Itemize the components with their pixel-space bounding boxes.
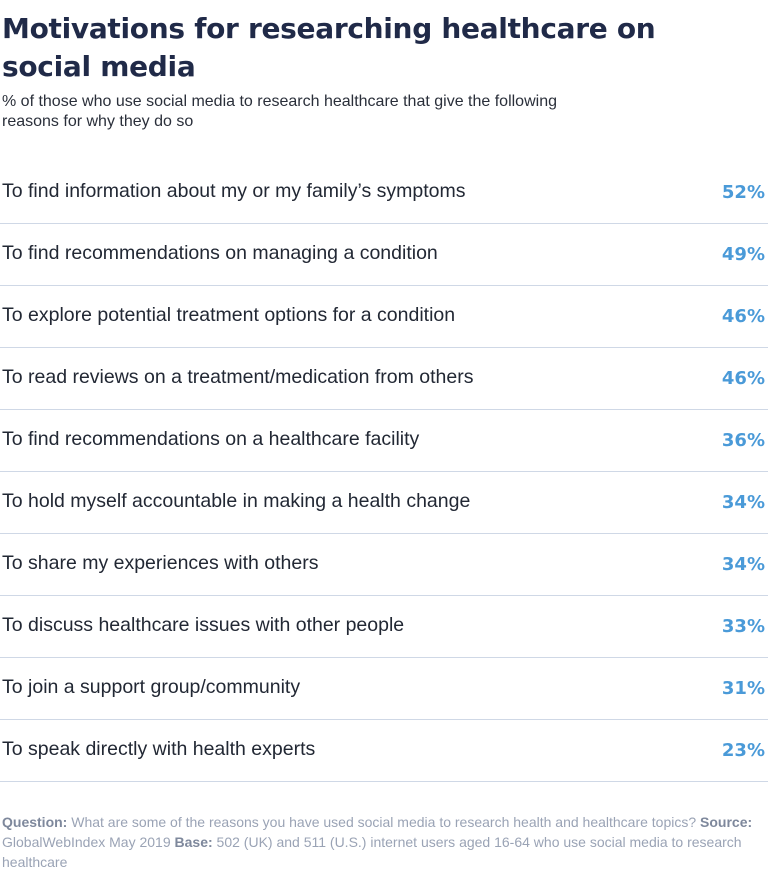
row-value: 46% [721, 368, 765, 389]
row-label: To read reviews on a treatment/medicatio… [2, 366, 474, 388]
row-label: To find recommendations on managing a co… [2, 242, 438, 264]
table-row: To find recommendations on managing a co… [0, 224, 768, 286]
row-label: To hold myself accountable in making a h… [2, 490, 471, 512]
table-row: To share my experiences with others 34% [0, 534, 768, 596]
base-text: 502 (UK) and 511 (U.S.) internet users a… [2, 834, 742, 870]
row-value: 52% [721, 182, 765, 203]
row-value: 46% [721, 306, 765, 327]
table-row: To discuss healthcare issues with other … [0, 596, 768, 658]
row-label: To speak directly with health experts [2, 738, 316, 760]
table-row: To speak directly with health experts 23% [0, 720, 768, 782]
row-value: 36% [721, 430, 765, 451]
question-text: What are some of the reasons you have us… [67, 814, 701, 830]
row-label: To find information about my or my famil… [2, 180, 466, 202]
row-label: To find recommendations on a healthcare … [2, 428, 420, 450]
row-value: 33% [721, 616, 765, 637]
source-text: GlobalWebIndex May 2019 [2, 834, 175, 850]
chart-title: Motivations for researching healthcare o… [2, 12, 656, 83]
row-value: 23% [721, 740, 765, 761]
row-value: 49% [721, 244, 765, 265]
source-label: Source: [700, 814, 753, 830]
table-row: To read reviews on a treatment/medicatio… [0, 348, 768, 410]
table-row: To hold myself accountable in making a h… [0, 472, 768, 534]
row-label: To discuss healthcare issues with other … [2, 614, 405, 636]
row-value: 34% [721, 492, 765, 513]
row-label: To join a support group/community [2, 676, 301, 698]
row-label: To share my experiences with others [2, 552, 319, 574]
row-value: 31% [721, 678, 765, 699]
table-row: To explore potential treatment options f… [0, 286, 768, 348]
footnote: Question: What are some of the reasons y… [2, 812, 766, 872]
table-row: To join a support group/community 31% [0, 658, 768, 720]
row-label: To explore potential treatment options f… [2, 304, 456, 326]
row-value: 34% [721, 554, 765, 575]
table-row: To find information about my or my famil… [0, 162, 768, 224]
table-row: To find recommendations on a healthcare … [0, 410, 768, 472]
base-label: Base: [174, 834, 213, 850]
chart-subtitle: % of those who use social media to resea… [2, 93, 557, 130]
data-table: To find information about my or my famil… [0, 162, 768, 782]
question-label: Question: [2, 814, 68, 830]
